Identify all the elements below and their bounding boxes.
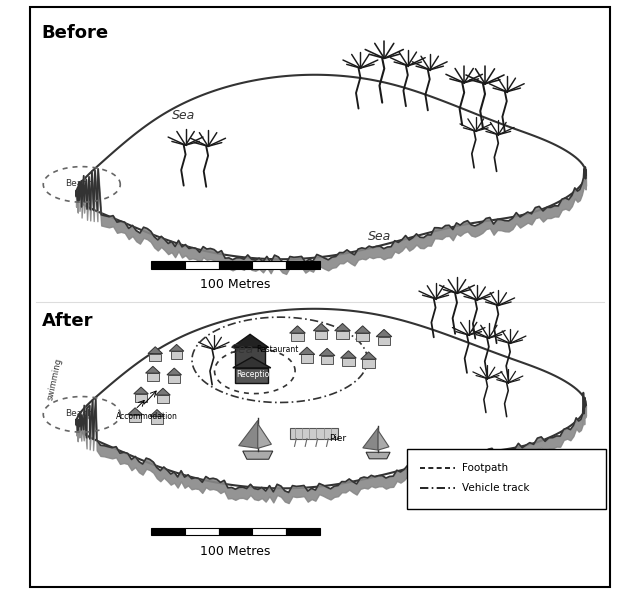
Bar xyxy=(219,527,252,535)
Bar xyxy=(135,394,147,402)
Polygon shape xyxy=(299,347,315,355)
Polygon shape xyxy=(148,347,163,353)
Bar xyxy=(356,333,369,342)
Polygon shape xyxy=(335,324,350,331)
Polygon shape xyxy=(361,352,376,359)
FancyBboxPatch shape xyxy=(29,7,611,587)
Text: Sea: Sea xyxy=(231,343,255,356)
Bar xyxy=(286,527,320,535)
Bar xyxy=(236,368,268,383)
Bar xyxy=(342,358,355,366)
Text: Footpath: Footpath xyxy=(462,463,508,473)
Polygon shape xyxy=(319,348,335,356)
Text: Accommodation: Accommodation xyxy=(116,412,177,421)
Bar xyxy=(315,331,328,339)
Text: 100 Metres: 100 Metres xyxy=(200,278,271,291)
Polygon shape xyxy=(156,388,170,395)
Bar xyxy=(362,359,375,368)
Polygon shape xyxy=(378,431,389,450)
Polygon shape xyxy=(170,345,184,351)
Bar xyxy=(151,261,185,268)
Polygon shape xyxy=(128,408,142,415)
Polygon shape xyxy=(76,309,586,488)
Polygon shape xyxy=(232,334,268,347)
Text: Sea: Sea xyxy=(172,109,195,122)
Bar xyxy=(336,331,349,339)
Bar xyxy=(235,347,266,365)
Polygon shape xyxy=(233,357,271,368)
Polygon shape xyxy=(258,424,271,448)
Bar xyxy=(147,373,159,381)
Text: Sea: Sea xyxy=(367,229,391,242)
Text: Vehicle track: Vehicle track xyxy=(462,484,530,494)
Bar xyxy=(185,261,219,268)
Bar xyxy=(185,527,219,535)
Bar xyxy=(291,428,338,438)
Bar xyxy=(321,356,333,364)
Bar xyxy=(252,261,286,268)
Polygon shape xyxy=(290,326,305,333)
Text: Beach: Beach xyxy=(65,179,93,188)
Polygon shape xyxy=(355,326,371,333)
Polygon shape xyxy=(145,366,160,373)
Bar xyxy=(157,395,169,403)
Polygon shape xyxy=(363,428,378,450)
Polygon shape xyxy=(76,75,586,259)
Polygon shape xyxy=(340,350,356,358)
FancyBboxPatch shape xyxy=(407,448,605,509)
Text: swimming: swimming xyxy=(45,357,63,401)
Text: 100 Metres: 100 Metres xyxy=(200,545,271,558)
Polygon shape xyxy=(239,421,258,448)
Bar xyxy=(151,416,163,424)
Bar xyxy=(151,527,185,535)
Bar xyxy=(219,261,252,268)
Polygon shape xyxy=(150,410,164,416)
Bar xyxy=(168,375,180,383)
Polygon shape xyxy=(167,368,182,375)
Bar xyxy=(129,415,141,422)
Polygon shape xyxy=(366,452,390,459)
Bar xyxy=(301,355,313,363)
Bar xyxy=(286,261,320,268)
Bar xyxy=(252,527,286,535)
Bar xyxy=(291,333,304,342)
Bar xyxy=(378,337,390,345)
Text: Reception: Reception xyxy=(236,369,274,378)
Polygon shape xyxy=(314,324,329,331)
Text: Pier: Pier xyxy=(330,434,347,443)
Text: Restaurant: Restaurant xyxy=(256,345,298,353)
Polygon shape xyxy=(134,387,148,394)
Polygon shape xyxy=(376,330,392,337)
Polygon shape xyxy=(243,451,273,459)
Text: After: After xyxy=(42,312,93,330)
Text: Before: Before xyxy=(42,24,109,42)
Bar xyxy=(171,351,182,359)
Bar xyxy=(149,353,161,361)
Text: Beach: Beach xyxy=(65,409,93,418)
